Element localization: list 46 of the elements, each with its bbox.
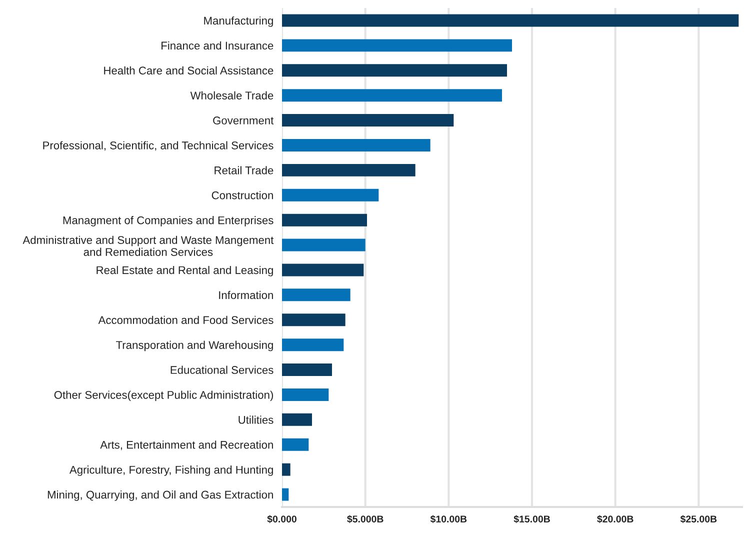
y-tick-label: Utilities — [238, 416, 274, 424]
y-tick-label: Transporation and Warehousing — [116, 340, 273, 352]
y-tick-label: Accommodation and Food Services — [98, 316, 274, 324]
bar — [282, 488, 289, 501]
y-tick-label: Finance and Insurance — [162, 41, 274, 50]
bar — [282, 64, 507, 77]
bar — [282, 114, 454, 127]
bar — [282, 413, 312, 426]
bar — [282, 214, 367, 226]
x-tick-label: $0.000 — [267, 515, 296, 524]
y-tick-label: Other Services(except Public Administration) — [54, 390, 273, 402]
bar — [282, 338, 344, 352]
bar — [282, 14, 739, 27]
y-tick-label: Administrative and Support and Waste Mangement and Remediation Services — [22, 236, 274, 256]
y-tick-label: Government — [213, 116, 274, 124]
y-tick-label: Health Care and Social Assistance — [104, 66, 274, 75]
bar — [282, 438, 309, 451]
bar — [282, 164, 416, 176]
bar — [282, 264, 364, 276]
y-tick-label: Retail Trade — [214, 166, 274, 174]
bar — [282, 364, 332, 376]
y-tick-label: Wholesale Trade — [190, 91, 274, 100]
bar — [282, 288, 350, 302]
x-tick-label: $10.00B — [430, 515, 467, 524]
bar — [282, 238, 366, 252]
y-tick-label: Information — [219, 290, 273, 300]
x-tick-label: $15.00B — [514, 515, 550, 524]
y-tick-label: Mining, Quarrying, and Oil and Gas Extraction — [48, 490, 273, 501]
y-tick-label: Manufacturing — [204, 16, 273, 27]
bar — [282, 138, 430, 152]
y-tick-label: Managment of Companies and Enterprises — [63, 216, 274, 226]
bar — [282, 314, 346, 326]
bar — [282, 89, 502, 102]
bar — [282, 388, 329, 401]
y-tick-label: Real Estate and Rental and Leasing — [96, 266, 273, 276]
bar — [282, 39, 512, 52]
y-tick-label: Professional, Scientific, and Technical Services — [43, 141, 274, 151]
x-tick-label: $5.000B — [347, 515, 384, 524]
x-tick-label: $20.00B — [597, 515, 634, 524]
y-tick-label: Construction — [212, 191, 273, 200]
y-tick-label: Arts, Entertainment and Recreation — [100, 440, 273, 450]
y-tick-label: Agriculture, Forestry, Fishing and Hunting — [69, 466, 273, 476]
bar — [282, 188, 379, 202]
bar — [282, 463, 290, 476]
y-tick-label: Educational Services — [170, 366, 274, 374]
x-tick-label: $25.00B — [680, 515, 717, 524]
